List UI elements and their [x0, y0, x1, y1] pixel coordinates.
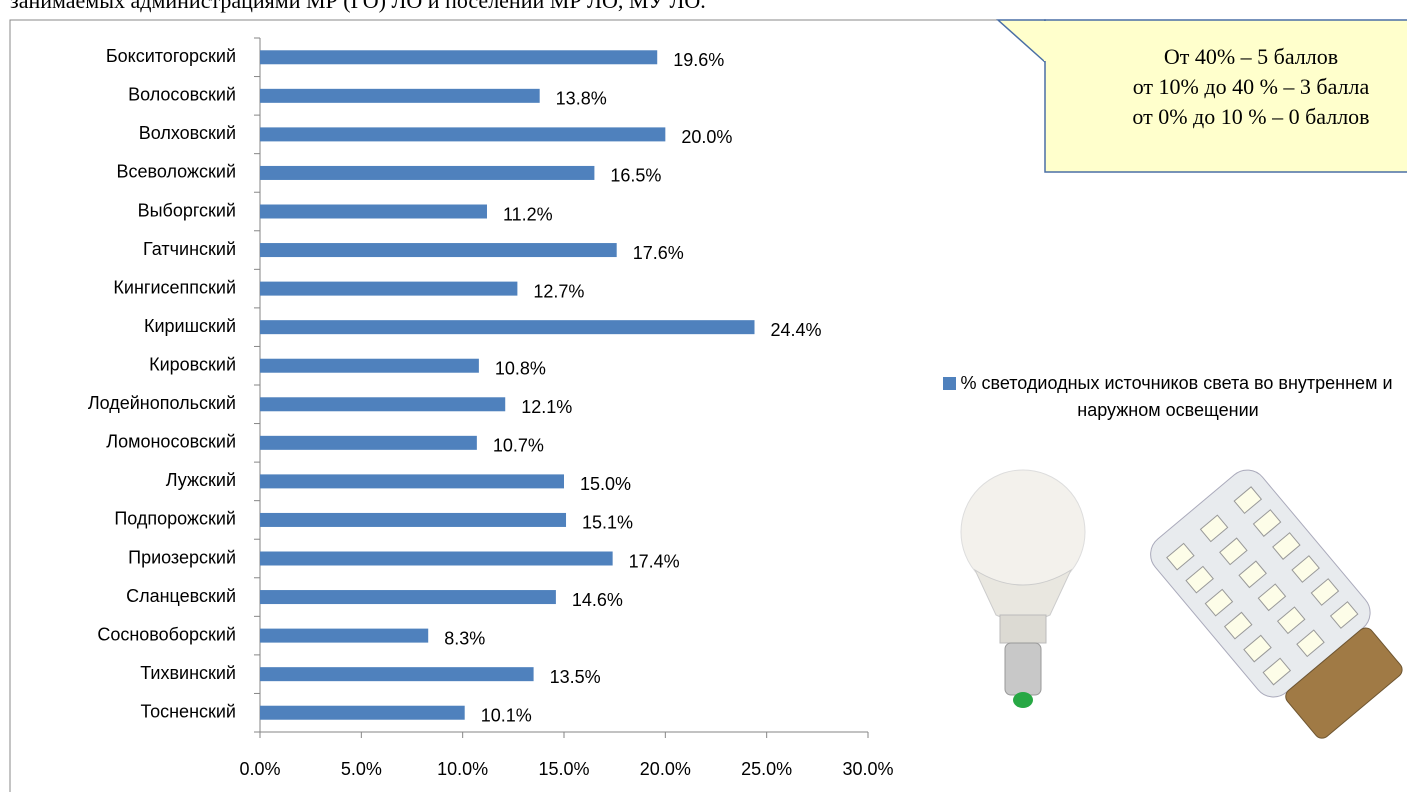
x-tick-label: 20.0%: [640, 759, 691, 779]
value-label: 11.2%: [503, 204, 553, 224]
value-label: 15.1%: [582, 513, 633, 533]
bar: [260, 474, 564, 488]
y-tick-label: Кировский: [149, 354, 236, 374]
bar: [260, 436, 477, 450]
bulb-icon: [961, 470, 1085, 708]
x-tick-label: 5.0%: [341, 759, 382, 779]
y-tick-label: Киришский: [144, 316, 236, 336]
bar: [260, 127, 665, 141]
y-tick-label: Волосовский: [128, 85, 236, 105]
page: {"heading": "занимаемых администрациями …: [0, 0, 1407, 792]
value-label: 16.5%: [610, 166, 661, 186]
callout-text: От 40% – 5 баллов от 10% до 40 % – 3 бал…: [1046, 42, 1407, 132]
y-tick-label: Сосновоборский: [97, 624, 236, 644]
y-tick-label: Сланцевский: [126, 586, 236, 606]
bar: [260, 89, 540, 103]
y-tick-label: Тосненский: [141, 701, 236, 721]
y-tick-label: Кингисеппский: [113, 277, 236, 297]
y-tick-label: Лужский: [166, 470, 236, 490]
callout-line: от 0% до 10 % – 0 баллов: [1046, 102, 1407, 132]
y-tick-label: Тихвинский: [140, 663, 236, 683]
bar: [260, 667, 534, 681]
value-label: 12.7%: [533, 281, 584, 301]
corn-lamp-icon: [1142, 462, 1407, 751]
y-tick-label: Гатчинский: [143, 239, 236, 259]
value-label: 15.0%: [580, 474, 631, 494]
y-tick-label: Ломоносовский: [106, 432, 236, 452]
legend-label: % светодиодных источников света во внутр…: [960, 373, 1392, 420]
value-label: 13.5%: [550, 667, 601, 687]
value-label: 24.4%: [771, 320, 822, 340]
y-tick-label: Волховский: [139, 123, 236, 143]
value-label: 10.8%: [495, 358, 546, 378]
y-tick-label: Всеволожский: [116, 162, 236, 182]
bar: [260, 552, 613, 566]
bar: [260, 50, 657, 64]
bar: [260, 243, 617, 257]
value-label: 17.6%: [633, 243, 684, 263]
value-label: 13.8%: [556, 89, 607, 109]
callout-pointer: [998, 20, 1045, 62]
value-label: 10.1%: [481, 705, 532, 725]
bar: [260, 397, 505, 411]
bar: [260, 320, 755, 334]
legend-swatch: [943, 377, 956, 390]
callout-line: От 40% – 5 баллов: [1046, 42, 1407, 72]
bar: [260, 706, 465, 720]
x-tick-label: 30.0%: [842, 759, 893, 779]
bar: [260, 205, 487, 219]
y-tick-label: Лодейнопольский: [88, 393, 236, 413]
value-label: 8.3%: [444, 628, 485, 648]
bar: [260, 590, 556, 604]
y-tick-label: Подпорожский: [114, 509, 236, 529]
bar: [260, 359, 479, 373]
value-label: 14.6%: [572, 590, 623, 610]
x-tick-label: 25.0%: [741, 759, 792, 779]
y-tick-label: Выборгский: [138, 200, 236, 220]
x-tick-label: 15.0%: [538, 759, 589, 779]
legend: % светодиодных источников света во внутр…: [943, 370, 1393, 424]
value-label: 12.1%: [521, 397, 572, 417]
value-label: 20.0%: [681, 127, 732, 147]
y-tick-label: Бокситогорский: [106, 46, 236, 66]
bar: [260, 629, 428, 643]
x-tick-label: 10.0%: [437, 759, 488, 779]
value-label: 19.6%: [673, 50, 724, 70]
value-label: 17.4%: [629, 551, 680, 571]
bar: [260, 166, 594, 180]
bar: [260, 513, 566, 527]
value-label: 10.7%: [493, 436, 544, 456]
y-tick-label: Приозерский: [128, 547, 236, 567]
bar: [260, 282, 517, 296]
callout-line: от 10% до 40 % – 3 балла: [1046, 72, 1407, 102]
x-tick-label: 0.0%: [239, 759, 280, 779]
